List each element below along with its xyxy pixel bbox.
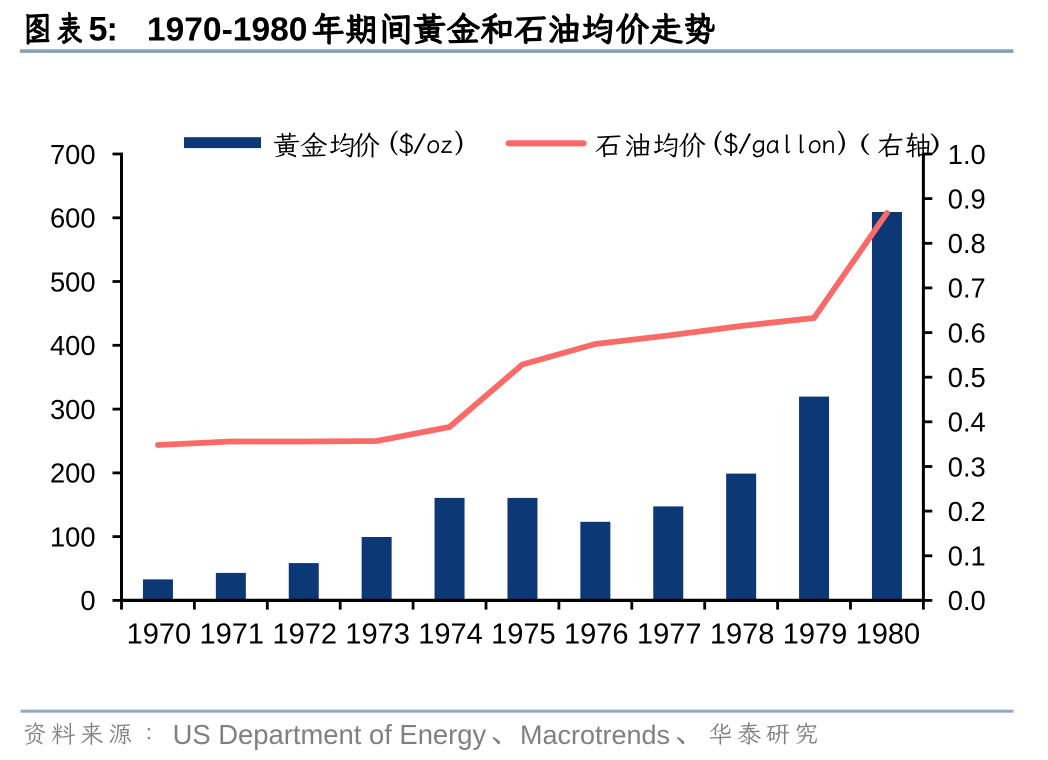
svg-text:600: 600: [50, 203, 96, 234]
svg-text:0.2: 0.2: [948, 496, 986, 527]
svg-text:0.0: 0.0: [948, 585, 986, 616]
svg-text:1980: 1980: [856, 619, 921, 651]
svg-text:100: 100: [50, 521, 96, 552]
svg-text::: :: [107, 11, 118, 49]
svg-text:0.1: 0.1: [948, 541, 986, 572]
svg-text:500: 500: [50, 266, 96, 297]
svg-text:1979: 1979: [783, 619, 848, 651]
svg-text:1978: 1978: [710, 619, 775, 651]
svg-text:700: 700: [50, 139, 96, 170]
svg-text:0.4: 0.4: [948, 407, 986, 438]
svg-text:1973: 1973: [345, 619, 410, 651]
svg-text:0: 0: [80, 585, 95, 616]
svg-text:1977: 1977: [637, 619, 702, 651]
svg-text:1970-1980: 1970-1980: [147, 12, 308, 49]
svg-text:200: 200: [50, 458, 96, 489]
svg-text:1970: 1970: [127, 619, 192, 651]
svg-text:1975: 1975: [491, 619, 556, 651]
svg-text:0.3: 0.3: [948, 451, 986, 482]
svg-text:0.7: 0.7: [948, 273, 986, 304]
svg-text:1971: 1971: [200, 619, 265, 651]
svg-text:US Department of Energy: US Department of Energy: [173, 719, 487, 750]
svg-text:300: 300: [50, 394, 96, 425]
svg-text:1976: 1976: [564, 619, 629, 651]
svg-text:0.6: 0.6: [948, 317, 986, 348]
svg-text:0.8: 0.8: [948, 228, 986, 259]
svg-text:1974: 1974: [418, 619, 483, 651]
svg-text:5: 5: [89, 11, 108, 49]
svg-text:1.0: 1.0: [948, 139, 986, 170]
svg-text:0.5: 0.5: [948, 362, 986, 393]
svg-text:0.9: 0.9: [948, 183, 986, 214]
svg-text:400: 400: [50, 330, 96, 361]
svg-text:Macrotrends: Macrotrends: [520, 720, 670, 750]
svg-text:1972: 1972: [273, 619, 338, 651]
